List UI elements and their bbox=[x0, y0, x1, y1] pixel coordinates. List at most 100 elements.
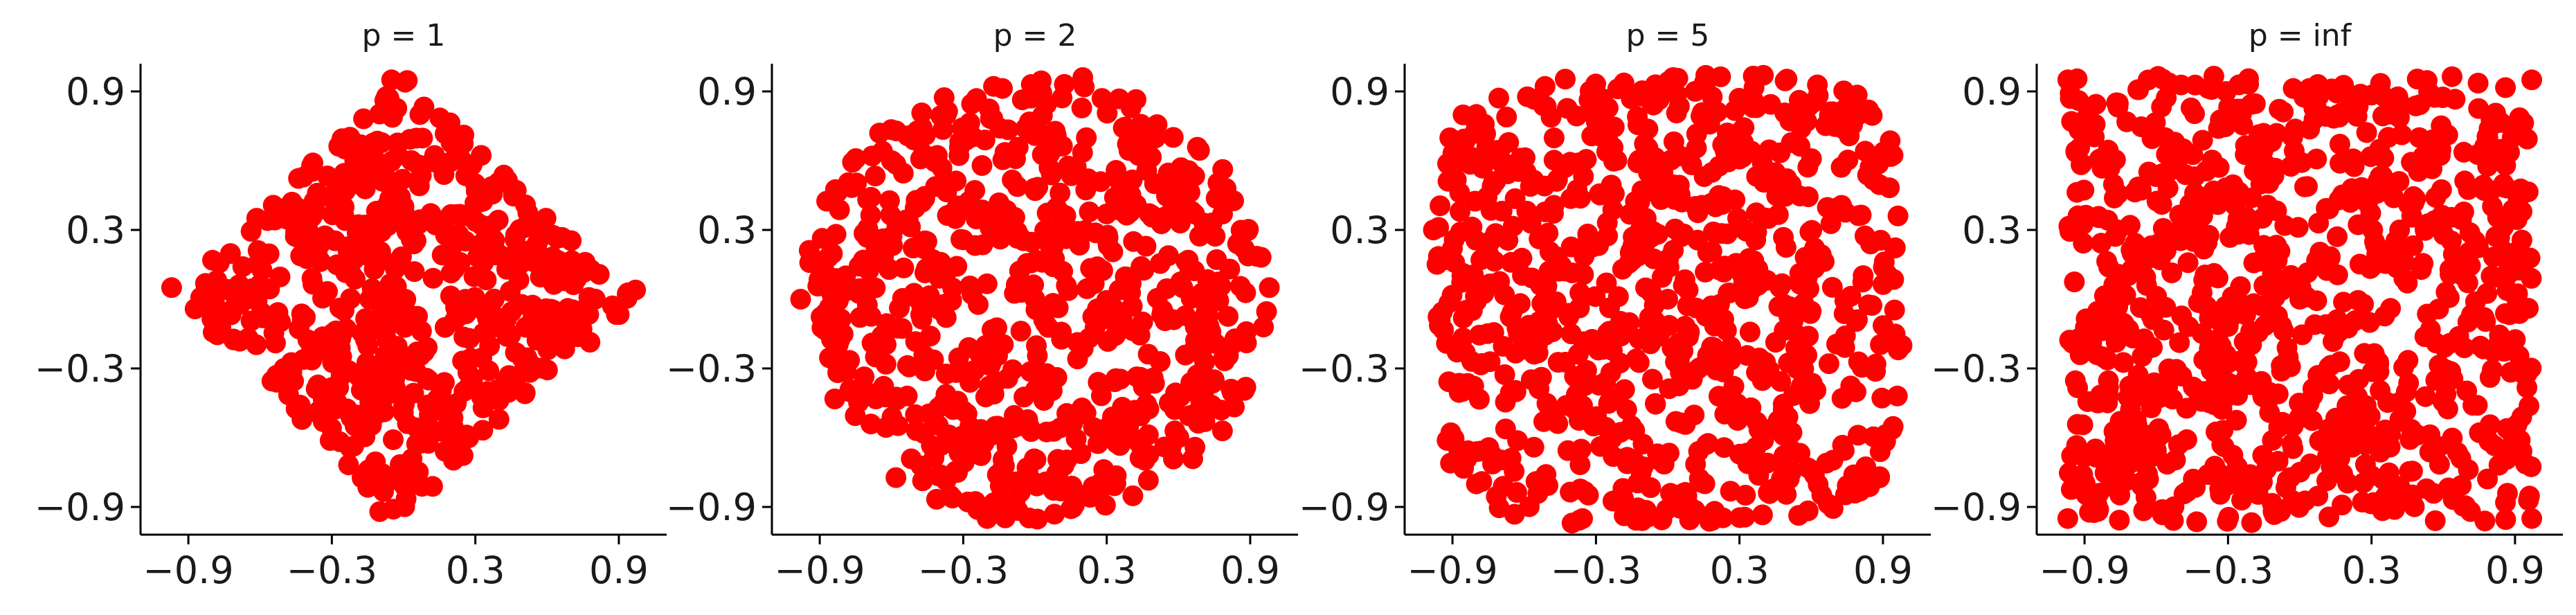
scatter-point bbox=[2072, 414, 2093, 436]
scatter-point bbox=[2109, 510, 2130, 531]
scatter-point bbox=[1047, 297, 1069, 319]
scatter-point bbox=[2501, 127, 2523, 148]
scatter-point bbox=[2253, 275, 2275, 296]
scatter-point bbox=[1568, 410, 1589, 431]
scatter-point bbox=[2501, 261, 2523, 283]
scatter-point bbox=[2210, 483, 2231, 505]
scatter-point bbox=[893, 257, 915, 278]
scatter-point bbox=[935, 267, 956, 289]
scatter-point bbox=[1808, 474, 1829, 495]
scatter-point bbox=[2282, 274, 2303, 296]
scatter-point bbox=[1794, 247, 1816, 268]
scatter-point bbox=[378, 287, 399, 308]
scatter-point bbox=[1668, 375, 1690, 397]
y-tick-label: 0.9 bbox=[1330, 70, 1389, 114]
scatter-point bbox=[2333, 292, 2354, 313]
scatter-point bbox=[998, 119, 1019, 141]
scatter-point bbox=[1433, 249, 1454, 271]
scatter-point bbox=[1699, 114, 1720, 135]
scatter-point bbox=[1026, 475, 1047, 497]
scatter-point bbox=[440, 262, 462, 284]
scatter-point bbox=[1650, 189, 1672, 211]
scatter-point bbox=[1026, 335, 1047, 357]
y-tick-label: −0.9 bbox=[1299, 485, 1389, 529]
scatter-point bbox=[1673, 275, 1694, 296]
scatter-point bbox=[2249, 377, 2270, 399]
scatter-point bbox=[2098, 385, 2119, 407]
scatter-point bbox=[1588, 375, 1610, 396]
scatter-point bbox=[1831, 388, 1853, 409]
scatter-point bbox=[2173, 483, 2195, 505]
scatter-point bbox=[947, 360, 969, 382]
scatter-point bbox=[1695, 305, 1717, 327]
scatter-point bbox=[1540, 107, 1562, 128]
scatter-point bbox=[1702, 86, 1723, 107]
scatter-point bbox=[2204, 262, 2225, 284]
scatter-point bbox=[1197, 269, 1218, 290]
scatter-point bbox=[2510, 178, 2532, 199]
scatter-point bbox=[1717, 123, 1738, 143]
scatter-point bbox=[1512, 265, 1533, 286]
scatter-point bbox=[1185, 436, 1206, 458]
scatter-point bbox=[514, 382, 536, 404]
scatter-point bbox=[854, 366, 875, 388]
scatter-point bbox=[2393, 357, 2415, 378]
scatter-point bbox=[1091, 88, 1113, 109]
scatter-point bbox=[958, 337, 980, 358]
scatter-point bbox=[2370, 380, 2390, 401]
scatter-point bbox=[2380, 103, 2402, 125]
scatter-point bbox=[1137, 470, 1159, 491]
scatter-point bbox=[865, 277, 886, 298]
scatter-point bbox=[997, 368, 1018, 389]
scatter-point bbox=[1494, 153, 1515, 175]
scatter-point bbox=[1634, 133, 1655, 154]
scatter-point bbox=[1524, 321, 1545, 343]
scatter-point bbox=[1011, 89, 1033, 111]
scatter-point bbox=[1110, 429, 1131, 450]
scatter-point bbox=[1471, 471, 1493, 492]
scatter-point bbox=[334, 197, 355, 217]
scatter-point bbox=[1505, 381, 1526, 402]
scatter-point bbox=[1111, 308, 1133, 329]
scatter-point bbox=[364, 357, 386, 379]
panel-title: p = inf bbox=[2249, 18, 2352, 53]
scatter-point bbox=[1743, 250, 1765, 271]
scatter-point bbox=[322, 391, 343, 412]
y-tick-label: −0.3 bbox=[666, 347, 757, 391]
scatter-point bbox=[2071, 154, 2091, 175]
scatter-point bbox=[2318, 198, 2339, 220]
scatter-point bbox=[1576, 149, 1597, 170]
scatter-point bbox=[2453, 337, 2475, 359]
scatter-point bbox=[1607, 387, 1628, 409]
scatter-point bbox=[1259, 277, 1280, 298]
scatter-point bbox=[1138, 398, 1160, 420]
scatter-point bbox=[979, 375, 1000, 397]
scatter-point bbox=[1610, 422, 1631, 443]
scatter-point bbox=[1464, 190, 1486, 212]
scatter-point bbox=[1569, 454, 1591, 475]
panel-1: p = 1 −0.9 −0.3 0.3 0.9 −0.9 −0.3 0.3 0.… bbox=[35, 18, 667, 592]
scatter-point bbox=[2290, 407, 2312, 429]
scatter-point bbox=[2138, 161, 2159, 183]
y-tick-label: 0.3 bbox=[1330, 208, 1389, 252]
scatter-point bbox=[2361, 256, 2383, 278]
scatter-point bbox=[845, 405, 866, 427]
scatter-point bbox=[1050, 182, 1071, 204]
scatter-point bbox=[1627, 114, 1648, 136]
scatter-point bbox=[1191, 344, 1212, 365]
scatter-point bbox=[2113, 352, 2134, 373]
scatter-point bbox=[2057, 508, 2078, 529]
scatter-point bbox=[383, 429, 404, 450]
scatter-point bbox=[1662, 67, 1684, 88]
scatter-point bbox=[1835, 202, 1856, 223]
scatter-point bbox=[2067, 205, 2089, 226]
scatter-point bbox=[1211, 400, 1232, 421]
scatter-point bbox=[982, 108, 1004, 130]
scatter-points bbox=[2057, 66, 2543, 533]
scatter-point bbox=[1020, 421, 1042, 443]
scatter-point bbox=[1032, 124, 1054, 145]
scatter-point bbox=[1466, 272, 1487, 294]
scatter-point bbox=[578, 304, 600, 325]
scatter-point bbox=[307, 374, 329, 395]
scatter-point bbox=[1496, 107, 1517, 127]
